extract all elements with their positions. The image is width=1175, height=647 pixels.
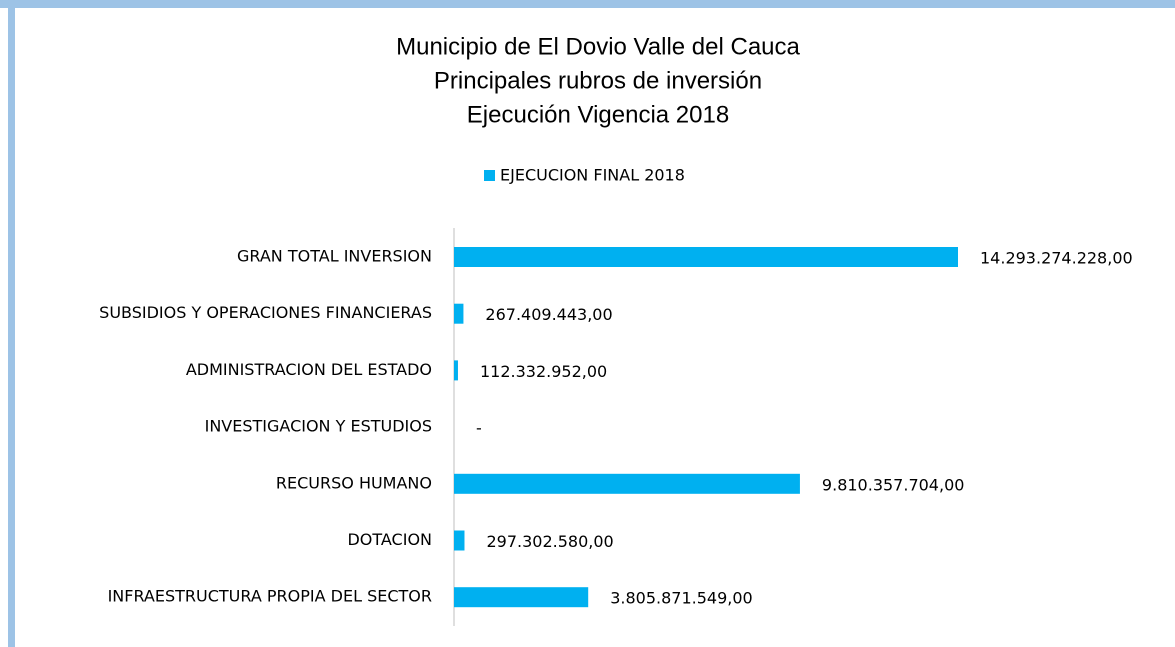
- data-label: 9.810.357.704,00: [822, 475, 965, 494]
- data-label: 297.302.580,00: [486, 532, 613, 551]
- y-tick-label: SUBSIDIOS Y OPERACIONES FINANCIERAS: [99, 303, 432, 322]
- y-tick-label: RECURSO HUMANO: [276, 473, 432, 492]
- data-label: 267.409.443,00: [485, 305, 612, 324]
- bar: [454, 303, 464, 324]
- frame-left: [8, 0, 15, 647]
- bar: [454, 247, 958, 267]
- chart-title: Municipio de El Dovio Valle del Cauca: [396, 33, 800, 60]
- y-tick-label: DOTACION: [347, 530, 432, 549]
- bar: [454, 473, 800, 494]
- data-label: -: [476, 419, 482, 438]
- chart-title: Ejecución Vigencia 2018: [467, 101, 729, 128]
- bar: [454, 530, 465, 551]
- y-tick-label: GRAN TOTAL INVERSION: [237, 247, 432, 266]
- legend-label: EJECUCION FINAL 2018: [500, 166, 685, 185]
- y-tick-label: INFRAESTRUCTURA PROPIA DEL SECTOR: [108, 587, 432, 606]
- data-label: 3.805.871.549,00: [610, 589, 753, 608]
- legend-swatch: [484, 170, 495, 181]
- y-tick-label: ADMINISTRACION DEL ESTADO: [186, 360, 432, 379]
- frame-top: [0, 0, 1175, 8]
- bar: [454, 360, 458, 381]
- y-tick-label: INVESTIGACION Y ESTUDIOS: [205, 417, 432, 436]
- data-label: 112.332.952,00: [480, 362, 607, 381]
- bar: [454, 587, 589, 608]
- chart-title: Principales rubros de inversión: [434, 67, 762, 94]
- data-label: 14.293.274.228,00: [980, 249, 1133, 268]
